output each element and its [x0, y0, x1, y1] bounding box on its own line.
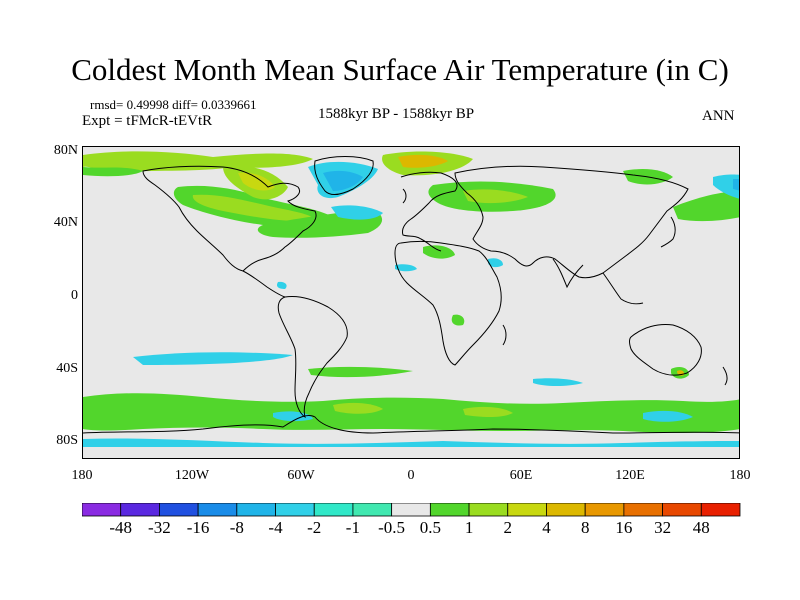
colorbar-swatch — [352, 503, 393, 517]
coastline-antarctica — [83, 414, 739, 434]
colorbar-label: -48 — [109, 518, 133, 537]
anomaly-patch — [733, 179, 739, 191]
coastline-south-america — [277, 296, 348, 419]
map-panel — [82, 146, 740, 459]
coastline-africa — [394, 241, 502, 366]
colorbar-label: -4 — [268, 518, 283, 537]
colorbar-swatch — [391, 503, 431, 517]
anomaly-patch — [83, 167, 143, 177]
coastline-central-america — [242, 270, 286, 298]
colorbar-swatch — [468, 503, 509, 517]
anomaly-patch — [273, 411, 313, 422]
colorbar-swatch — [120, 503, 160, 517]
colorbar-swatch — [159, 503, 199, 517]
colorbar-label: 16 — [615, 518, 633, 537]
anomaly-patch — [331, 205, 383, 220]
coastlines — [83, 156, 739, 434]
coastline-europe — [400, 171, 458, 252]
lat-label: 40S — [56, 361, 78, 376]
anomaly-patch — [238, 172, 275, 191]
anomaly-patch — [83, 151, 313, 173]
coastline-north-america — [142, 165, 317, 272]
colorbar-swatch — [623, 503, 663, 517]
coastline-southeast-asia — [602, 272, 644, 305]
anomaly-patch — [463, 189, 528, 204]
chart-title: Coldest Month Mean Surface Air Temperatu… — [71, 52, 729, 87]
coastline-madagascar — [502, 324, 507, 346]
colorbar-label: -1 — [345, 518, 360, 537]
lon-label: 120E — [615, 468, 645, 483]
lat-label: 80N — [53, 143, 78, 158]
lat-label: 40N — [53, 215, 78, 230]
colorbar-label: 8 — [580, 518, 590, 537]
anomaly-fields — [83, 151, 739, 458]
coastline-asia — [454, 165, 689, 279]
experiment-label: Expt = tFMcR-tEVtR — [82, 113, 213, 129]
anomaly-patch — [323, 170, 363, 191]
lat-label: 0 — [71, 288, 78, 303]
anomaly-patch — [673, 191, 739, 222]
anomaly-patch — [463, 406, 513, 417]
colorbar-swatch — [546, 503, 586, 517]
lon-label: 60E — [509, 468, 533, 483]
anomaly-patch — [308, 366, 413, 378]
colorbar-label: 4 — [542, 518, 551, 537]
colorbar-swatch — [584, 503, 625, 517]
coastline-greenland — [314, 156, 374, 196]
coastline-australia — [629, 324, 702, 376]
colorbar-label: -16 — [186, 518, 210, 537]
anomaly-patch — [133, 352, 293, 365]
lon-label: 120W — [174, 468, 210, 483]
anomaly-patch — [395, 264, 417, 272]
lon-label: 180 — [729, 468, 751, 483]
anomaly-patch — [83, 447, 739, 458]
colorbar-label: 32 — [654, 518, 672, 537]
lat-label: 80S — [56, 433, 78, 448]
anomaly-patch — [533, 378, 583, 386]
anomaly-patch — [192, 194, 314, 222]
period-label: 1588kyr BP - 1588kyr BP — [318, 106, 475, 122]
anomaly-patch — [83, 393, 739, 433]
anomaly-patch — [333, 402, 383, 414]
colorbar-swatch — [662, 503, 702, 517]
season-label: ANN — [702, 108, 735, 124]
anomaly-patch — [398, 154, 448, 168]
colorbar-label: -8 — [229, 518, 244, 537]
anomaly-patch — [423, 245, 455, 259]
coastline-japan — [660, 216, 676, 248]
lon-label: 180 — [71, 468, 93, 483]
colorbar — [82, 503, 741, 517]
lon-label: 60W — [287, 468, 315, 483]
colorbar-swatch — [429, 503, 470, 517]
colorbar-label: 48 — [692, 518, 710, 537]
anomaly-patch — [488, 258, 503, 268]
coastline-british-isles — [402, 188, 407, 204]
colorbar-swatch — [236, 503, 276, 517]
colorbar-swatch — [507, 503, 547, 517]
colorbar-label: -32 — [148, 518, 171, 537]
colorbar-label: -0.5 — [378, 518, 406, 537]
colorbar-label: -2 — [307, 518, 322, 537]
colorbar-label: 2 — [503, 518, 513, 537]
colorbar-label: 0.5 — [419, 518, 442, 537]
anomaly-patch — [276, 281, 287, 289]
stats-text: rmsd= 0.49998 diff= 0.0339661 — [90, 97, 257, 112]
colorbar-swatch — [313, 503, 354, 517]
colorbar-swatch — [82, 503, 122, 517]
coastline-india — [552, 258, 584, 289]
colorbar-swatch — [275, 503, 315, 517]
lon-label: 0 — [407, 468, 415, 483]
anomaly-patch — [451, 314, 465, 326]
colorbar-label: 1 — [464, 518, 474, 537]
world-map — [83, 151, 739, 458]
anomaly-patch — [643, 410, 693, 422]
anomaly-patch — [713, 174, 739, 199]
colorbar-swatch — [700, 503, 741, 517]
colorbar-swatch — [197, 503, 238, 517]
coastline-new-zealand — [722, 366, 728, 386]
